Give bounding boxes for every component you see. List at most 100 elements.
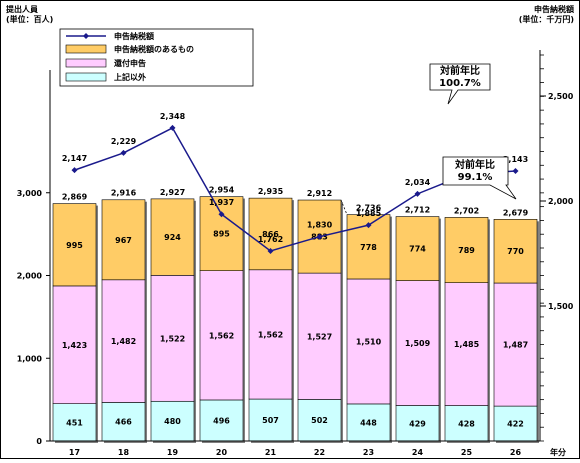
total-label: 2,869 (62, 193, 88, 202)
segment-label: 1,527 (307, 332, 332, 341)
bar-segment (150, 275, 195, 402)
segment-label: 496 (213, 416, 230, 425)
x-tick-label: 25 (461, 448, 473, 457)
segment-label: 428 (458, 419, 475, 428)
segment-label: 1,562 (258, 330, 283, 339)
line-label: 1,885 (356, 209, 382, 218)
right-axis-title: 申告納税額 (534, 4, 574, 14)
right-axis-ticks: 1,500 2,000 2,500 (540, 54, 574, 442)
segment-labels: 451 1,423 995 466 1,482 967 480 1,522 924 496 1,56… (62, 230, 528, 429)
legend-item-other: 上記以外 (114, 72, 146, 82)
right-axis-unit: (単位：千万円) (519, 14, 574, 24)
right-tick-label: 2,500 (548, 92, 574, 101)
total-label: 2,712 (405, 206, 430, 215)
line-label: 2,034 (405, 178, 431, 187)
line-point (218, 211, 225, 218)
legend-item-tax-due: 申告納税額のあるもの (114, 44, 194, 54)
bar-connectors (340, 199, 348, 215)
callout-line-title: 対前年比 (439, 64, 480, 77)
bar-segment (248, 197, 293, 271)
line-point (120, 149, 127, 156)
x-axis-ticks: 17 18 19 20 21 22 23 24 25 26 (69, 448, 522, 457)
x-tick-label: 18 (118, 448, 130, 457)
legend-swatch-other (65, 72, 107, 82)
segment-label: 995 (66, 241, 83, 250)
line-series (71, 124, 519, 254)
line-point (316, 233, 323, 240)
line-point (169, 124, 176, 131)
bar-segment (199, 399, 244, 442)
segment-label: 480 (164, 417, 181, 426)
bar-segment (52, 285, 97, 404)
segment-label: 422 (507, 420, 524, 429)
segment-label: 1,482 (111, 337, 136, 346)
bar-segment (52, 403, 97, 442)
line-point (512, 167, 519, 174)
total-label: 2,916 (111, 189, 137, 198)
bar-segment (346, 278, 391, 405)
segment-label: 502 (311, 416, 328, 425)
x-tick-label: 17 (69, 448, 80, 457)
callout-line-box (429, 63, 491, 105)
total-label: 2,912 (307, 189, 332, 198)
total-label: 2,702 (454, 206, 479, 215)
segment-label: 1,562 (209, 331, 234, 340)
callout-bar-yoy: 対前年比 99.1% (442, 156, 517, 200)
callout-bar-value: 99.1% (458, 172, 493, 183)
segment-label: 1,487 (503, 341, 528, 350)
bar-segment (101, 199, 146, 281)
left-tick-label: 1,000 (17, 354, 43, 363)
bar-segment (493, 219, 538, 284)
line-path (74, 126, 516, 252)
segment-label: 1,509 (405, 339, 431, 348)
callout-line-yoy: 対前年比 100.7% (429, 63, 491, 105)
callout-bar-box (442, 156, 517, 200)
line-point (267, 247, 274, 254)
bar-segment (248, 269, 293, 400)
left-axis-unit: (単位：百人) (6, 14, 53, 24)
segment-label: 895 (213, 230, 230, 239)
bar-segment (101, 402, 146, 442)
line-label: 2,147 (62, 154, 87, 163)
legend-item-line: 申告納税額 (114, 31, 154, 41)
line-point (71, 167, 78, 174)
segment-label: 507 (262, 416, 279, 425)
line-point (365, 222, 372, 229)
bar-segment (493, 282, 538, 407)
legend-swatch-refund (65, 58, 107, 68)
left-axis-title: 提出人員 (6, 4, 38, 14)
total-labels: 2,869 2,916 2,927 2,954 2,935 2,912 2,736 2,712… (62, 186, 529, 218)
x-tick-label: 26 (510, 448, 522, 457)
legend: 申告納税額 申告納税額のあるもの 還付申告 上記以外 (59, 28, 254, 87)
segment-label: 770 (507, 247, 524, 256)
total-label: 2,736 (356, 204, 382, 213)
segment-label: 1,423 (62, 341, 87, 350)
bar-segment (395, 280, 440, 406)
total-connector (340, 199, 348, 215)
line-label: 1,762 (258, 235, 283, 244)
bar-series (52, 196, 539, 443)
line-point (414, 190, 421, 197)
segment-label: 924 (164, 233, 181, 242)
segment-label: 466 (115, 418, 132, 427)
segment-label: 1,522 (160, 334, 185, 343)
segment-label: 429 (409, 419, 426, 428)
callout-bar-title: 対前年比 (454, 158, 495, 171)
segment-label: 1,485 (454, 340, 480, 349)
bar-segment (297, 272, 342, 400)
right-tick-label: 1,500 (548, 302, 574, 311)
right-tick-label: 2,000 (548, 197, 574, 206)
line-label: 2,348 (160, 112, 186, 121)
bar-segment (297, 399, 342, 442)
legend-item-refund: 還付申告 (114, 58, 146, 68)
bar-segment (444, 217, 489, 283)
line-label: 1,830 (307, 221, 333, 230)
left-axis-ticks: 0 1,000 2,000 3,000 (17, 189, 50, 446)
segment-label: 778 (360, 243, 377, 252)
total-label: 2,679 (503, 208, 529, 217)
x-tick-label: 24 (412, 448, 424, 457)
bar-segment (199, 196, 244, 272)
legend-line-marker (83, 33, 89, 39)
